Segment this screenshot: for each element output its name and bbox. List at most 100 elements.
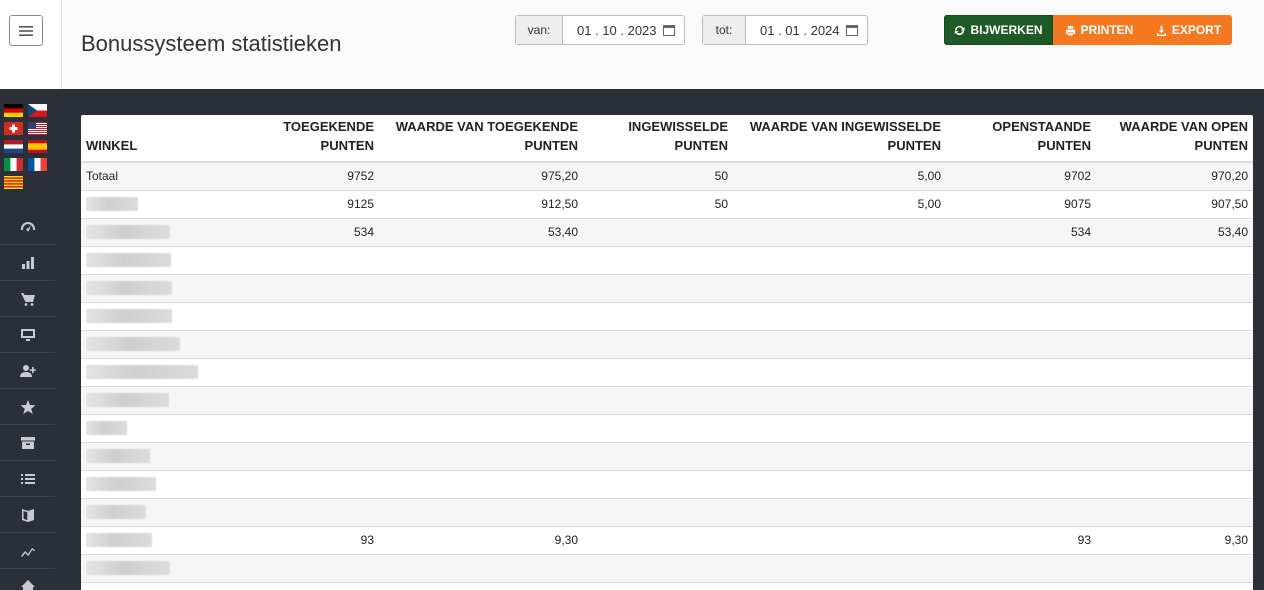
cell-awarded-points: 534 <box>257 218 379 247</box>
nav-add-user[interactable] <box>0 353 55 389</box>
cell-awarded-points <box>257 414 379 443</box>
sidebar <box>0 89 62 590</box>
column-header-redeemed-value[interactable]: WAARDE VAN INGEWISSELDE PUNTEN <box>733 115 946 163</box>
nav-dashboard[interactable] <box>0 209 55 245</box>
flag-fr-icon[interactable] <box>28 158 47 171</box>
cell-open-value <box>1096 358 1253 387</box>
date-to-input[interactable]: 01 . 01 . 2024 <box>746 16 867 44</box>
cell-open-points: 9702 <box>946 162 1096 191</box>
cell-open-value <box>1096 330 1253 359</box>
cell-store <box>81 330 257 359</box>
cell-awarded-value <box>379 386 583 415</box>
cell-open-value <box>1096 274 1253 303</box>
cell-redeemed-value: 5,00 <box>733 190 946 219</box>
gauge-icon <box>20 221 35 231</box>
cell-awarded-value <box>379 554 583 583</box>
table-row[interactable] <box>81 302 1253 331</box>
redacted-store-name <box>86 337 180 352</box>
cell-awarded-points <box>257 274 379 303</box>
calendar-icon <box>662 25 675 36</box>
table-row[interactable] <box>81 414 1253 443</box>
redacted-store-name <box>86 561 170 576</box>
cell-redeemed-value <box>733 302 946 331</box>
date-to-label: tot: <box>703 16 746 44</box>
column-header-awarded-value[interactable]: WAARDE VAN TOEGEKENDE PUNTEN <box>379 115 583 163</box>
column-header-open-value[interactable]: WAARDE VAN OPEN PUNTEN <box>1096 115 1253 163</box>
home-icon <box>20 579 35 590</box>
flag-es-icon[interactable] <box>28 140 47 153</box>
redacted-store-name <box>86 365 198 380</box>
hamburger-menu-button[interactable] <box>9 15 43 46</box>
table-header-row: WINKEL TOEGEKENDE PUNTEN WAARDE VAN TOEG… <box>81 115 1253 163</box>
page-header: Bonussysteem statistieken van: 01 . 10 .… <box>62 0 1264 89</box>
nav-favorites[interactable] <box>0 389 55 425</box>
redacted-store-name <box>86 309 172 324</box>
table-row[interactable] <box>81 470 1253 499</box>
table-row[interactable]: 93 9,30 93 9,30 <box>81 526 1253 555</box>
table-row[interactable]: 534 53,40 534 53,40 <box>81 218 1253 247</box>
column-header-store[interactable]: WINKEL <box>81 115 257 163</box>
table-row[interactable] <box>81 386 1253 415</box>
table-row[interactable]: 9125 912,50 50 5,00 9075 907,50 <box>81 190 1253 219</box>
nav-trends[interactable] <box>0 533 55 569</box>
cell-awarded-value: 975,20 <box>379 162 583 191</box>
nav-book[interactable] <box>0 497 55 533</box>
date-from-group: van: 01 . 10 . 2023 <box>515 15 685 45</box>
nav-list[interactable] <box>0 461 55 497</box>
table-row[interactable] <box>81 554 1253 583</box>
cell-redeemed-points <box>583 386 733 415</box>
flag-ca-icon[interactable] <box>4 176 23 189</box>
redacted-store-name <box>86 477 156 492</box>
cell-awarded-points: 9752 <box>257 162 379 191</box>
cell-awarded-value <box>379 358 583 387</box>
cell-store <box>81 554 257 583</box>
update-button[interactable]: BIJWERKEN <box>944 15 1053 45</box>
cell-open-value: 907,50 <box>1096 190 1253 219</box>
date-from-input[interactable]: 01 . 10 . 2023 <box>563 16 684 44</box>
nav-monitor[interactable] <box>0 317 55 353</box>
flag-us-icon[interactable] <box>28 122 47 135</box>
export-button[interactable]: EXPORT <box>1145 15 1232 45</box>
table-row[interactable] <box>81 330 1253 359</box>
nav-archive[interactable] <box>0 425 55 461</box>
table-row[interactable]: Totaal 9752 975,20 50 5,00 9702 970,20 <box>81 162 1253 191</box>
nav-home[interactable] <box>0 569 55 590</box>
cell-redeemed-value <box>733 330 946 359</box>
cell-redeemed-points <box>583 554 733 583</box>
statistics-panel: WINKEL TOEGEKENDE PUNTEN WAARDE VAN TOEG… <box>81 115 1253 590</box>
cell-open-points: 93 <box>946 526 1096 555</box>
column-header-awarded-points[interactable]: TOEGEKENDE PUNTEN <box>257 115 379 163</box>
cell-awarded-value <box>379 498 583 527</box>
download-icon <box>1156 25 1166 36</box>
table-row[interactable] <box>81 442 1253 471</box>
redacted-store-name <box>86 225 170 240</box>
cell-open-value <box>1096 302 1253 331</box>
column-header-redeemed-points[interactable]: INGEWISSELDE PUNTEN <box>583 115 733 163</box>
flag-cz-icon[interactable] <box>28 104 47 117</box>
cell-open-value <box>1096 498 1253 527</box>
flag-ch-icon[interactable] <box>4 122 23 135</box>
cell-redeemed-points: 50 <box>583 162 733 191</box>
cell-awarded-points <box>257 246 379 275</box>
column-header-open-points[interactable]: OPENSTAANDE PUNTEN <box>946 115 1096 163</box>
nav-cart[interactable] <box>0 281 55 317</box>
nav-statistics[interactable] <box>0 245 55 281</box>
cell-awarded-points <box>257 386 379 415</box>
cell-store <box>81 274 257 303</box>
cell-redeemed-points <box>583 246 733 275</box>
print-button[interactable]: PRINTEN <box>1053 15 1145 45</box>
cell-awarded-points <box>257 554 379 583</box>
table-row[interactable] <box>81 274 1253 303</box>
table-row[interactable] <box>81 246 1253 275</box>
flag-nl-icon[interactable] <box>4 140 23 153</box>
cell-store <box>81 414 257 443</box>
cell-open-points <box>946 386 1096 415</box>
list-icon <box>20 473 35 484</box>
cell-open-points <box>946 498 1096 527</box>
flag-de-icon[interactable] <box>4 104 23 117</box>
table-row[interactable] <box>81 498 1253 527</box>
hamburger-icon <box>19 25 33 36</box>
flag-it-icon[interactable] <box>4 158 23 171</box>
table-row[interactable] <box>81 358 1253 387</box>
cell-redeemed-value <box>733 554 946 583</box>
